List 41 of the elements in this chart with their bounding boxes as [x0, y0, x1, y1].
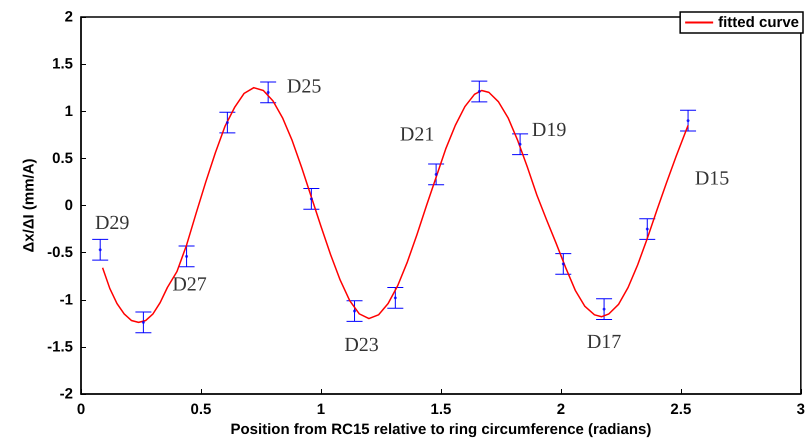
y-tick-label: 1 [64, 102, 73, 120]
point [562, 262, 565, 266]
y-axis-title: Δx/ΔI (mm/A) [20, 158, 38, 253]
point [266, 90, 270, 94]
x-tick-label: 0 [76, 401, 86, 418]
y-tick-label: -1.5 [47, 338, 73, 356]
point [434, 172, 438, 176]
y-tick-label: -1 [60, 291, 73, 308]
x-tick-label: 2 [556, 401, 566, 418]
x-tick-label: 1.5 [430, 401, 452, 418]
point [142, 320, 145, 324]
x-tick-label: 2.5 [670, 401, 692, 418]
point [98, 248, 102, 252]
point [185, 254, 188, 258]
y-tick-label: 1.5 [52, 56, 73, 73]
point [226, 121, 229, 124]
annotation: D29 [94, 212, 130, 234]
y-tick-label: 0.5 [52, 150, 73, 167]
point [646, 228, 649, 231]
point [518, 142, 522, 146]
annotation: D17 [586, 331, 622, 354]
annotation: D21 [400, 123, 434, 146]
y-tick-label: 2 [64, 8, 73, 26]
y-tick-label: 0 [64, 197, 73, 214]
x-axis-title: Position from RC15 relative to ring circumference (radians) [230, 420, 652, 438]
legend-label: fitted curve [718, 14, 800, 31]
x-tick-label: 3 [796, 401, 805, 418]
annotation: D23 [344, 334, 379, 356]
annotation: D15 [694, 168, 730, 190]
point [394, 296, 397, 300]
annotation: D25 [286, 75, 322, 98]
point [310, 197, 313, 200]
point [686, 119, 690, 122]
x-tick-label: 0.5 [190, 401, 212, 418]
annotation: D19 [532, 119, 566, 142]
x-tick-label: 1 [316, 401, 326, 418]
point [478, 90, 481, 93]
point [602, 308, 606, 311]
y-tick-label: -2 [60, 386, 73, 402]
annotation: D27 [172, 273, 207, 296]
y-tick-label: -0.5 [47, 244, 73, 262]
